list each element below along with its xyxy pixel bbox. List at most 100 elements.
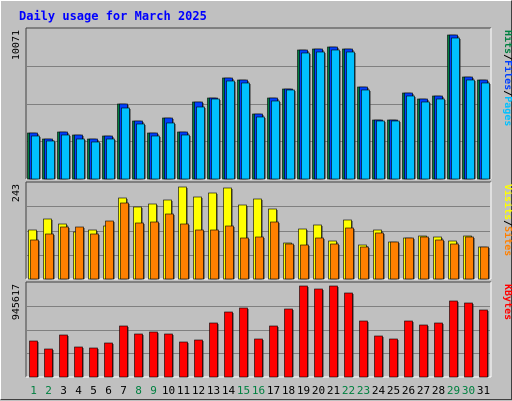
bar-sites-day-31 [480, 246, 489, 280]
bar-kbytes-day-17 [269, 325, 278, 378]
bar-kbytes-day-31 [479, 309, 488, 378]
series-label-hits: Hits [502, 30, 512, 54]
bar-kbytes-day-13 [209, 322, 218, 378]
series-labels-kbytes: KBytes [502, 284, 512, 320]
x-tick-label-day-27: 27 [417, 384, 430, 397]
bar-pages-day-29 [451, 37, 460, 180]
bar-pages-day-19 [301, 52, 310, 180]
bar-pages-day-23 [361, 89, 370, 180]
series-label-kbytes: KBytes [502, 284, 512, 320]
bar-pages-day-25 [391, 120, 400, 180]
bar-pages-day-5 [91, 141, 100, 180]
bar-pages-day-3 [61, 134, 70, 180]
x-tick-label-day-3: 3 [60, 384, 67, 397]
bar-sites-day-28 [435, 239, 444, 280]
bar-kbytes-day-25 [389, 338, 398, 378]
bar-pages-day-31 [481, 82, 490, 180]
bar-pages-day-26 [406, 95, 415, 180]
bar-pages-day-20 [316, 51, 325, 180]
bar-pages-day-2 [46, 140, 55, 180]
bar-sites-day-6 [105, 220, 114, 280]
bar-pages-day-30 [466, 79, 475, 180]
bar-kbytes-day-26 [404, 320, 413, 378]
bar-kbytes-day-21 [329, 285, 338, 378]
bar-sites-day-8 [135, 222, 144, 280]
panel-visits: 243 Visits/Sites [11, 181, 512, 280]
bar-sites-day-19 [300, 244, 309, 280]
bar-kbytes-day-1 [29, 340, 38, 378]
bar-sites-day-27 [420, 236, 429, 280]
bar-pages-day-16 [256, 116, 265, 180]
x-tick-label-day-2: 2 [45, 384, 52, 397]
x-tick-label-day-8: 8 [135, 384, 142, 397]
x-tick-label-day-13: 13 [207, 384, 220, 397]
bar-sites-day-7 [120, 202, 129, 280]
series-labels-requests: Hits/Files/Pages [502, 30, 512, 126]
bar-kbytes-day-16 [254, 338, 263, 378]
bar-pages-day-24 [376, 120, 385, 180]
bar-sites-day-11 [180, 223, 189, 280]
bar-pages-day-14 [226, 80, 235, 180]
bar-pages-day-8 [136, 123, 145, 180]
bar-pages-day-18 [286, 89, 295, 180]
bar-kbytes-day-23 [359, 320, 368, 378]
bar-pages-day-17 [271, 100, 280, 180]
bar-kbytes-day-29 [449, 300, 458, 378]
series-label-pages: Pages [502, 96, 512, 126]
x-tick-label-day-10: 10 [162, 384, 175, 397]
bar-pages-day-22 [346, 51, 355, 180]
x-tick-label-day-17: 17 [267, 384, 280, 397]
bar-sites-day-21 [330, 243, 339, 280]
bar-kbytes-day-15 [239, 307, 248, 378]
chart-title: Daily usage for March 2025 [19, 9, 207, 23]
bar-pages-day-28 [436, 98, 445, 180]
bar-kbytes-day-28 [434, 322, 443, 378]
bar-kbytes-day-9 [149, 331, 158, 378]
bar-kbytes-day-14 [224, 311, 233, 378]
bar-kbytes-day-18 [284, 308, 293, 378]
x-tick-label-day-6: 6 [105, 384, 112, 397]
bar-kbytes-day-22 [344, 292, 353, 378]
panel-requests: 10071 Hits/Files/Pages [11, 27, 512, 180]
bar-kbytes-day-6 [104, 342, 113, 378]
y-max-label-requests: 10071 [11, 30, 22, 60]
bar-sites-day-17 [270, 221, 279, 280]
bar-sites-day-18 [285, 243, 294, 280]
x-tick-label-day-15: 15 [237, 384, 250, 397]
bar-sites-day-15 [240, 237, 249, 280]
x-tick-label-day-30: 30 [462, 384, 475, 397]
series-label-sites: Sites [502, 226, 512, 256]
bar-sites-day-22 [345, 227, 354, 280]
bar-kbytes-day-2 [44, 348, 53, 378]
x-tick-label-day-28: 28 [432, 384, 445, 397]
bar-sites-day-10 [165, 213, 174, 280]
bar-sites-day-12 [195, 229, 204, 280]
bar-kbytes-day-27 [419, 324, 428, 378]
x-tick-label-day-19: 19 [297, 384, 310, 397]
bar-pages-day-15 [241, 82, 250, 180]
bar-sites-day-14 [225, 225, 234, 280]
bar-pages-day-4 [76, 138, 85, 180]
x-tick-label-day-16: 16 [252, 384, 265, 397]
bar-pages-day-1 [31, 135, 40, 180]
bar-kbytes-day-3 [59, 334, 68, 378]
bar-kbytes-day-5 [89, 347, 98, 378]
x-tick-label-day-1: 1 [30, 384, 37, 397]
x-tick-label-day-18: 18 [282, 384, 295, 397]
x-tick-label-day-25: 25 [387, 384, 400, 397]
bar-sites-day-2 [45, 233, 54, 280]
x-tick-label-day-21: 21 [327, 384, 340, 397]
bar-kbytes-day-19 [299, 285, 308, 378]
x-tick-label-day-26: 26 [402, 384, 415, 397]
bar-sites-day-30 [465, 236, 474, 280]
bar-sites-day-1 [30, 239, 39, 280]
bar-pages-day-9 [151, 135, 160, 180]
bar-kbytes-day-10 [164, 333, 173, 378]
bar-pages-day-10 [166, 122, 175, 180]
label-separator: / [502, 220, 512, 226]
bar-sites-day-20 [315, 237, 324, 280]
bar-kbytes-day-4 [74, 346, 83, 378]
label-separator: / [502, 54, 512, 60]
